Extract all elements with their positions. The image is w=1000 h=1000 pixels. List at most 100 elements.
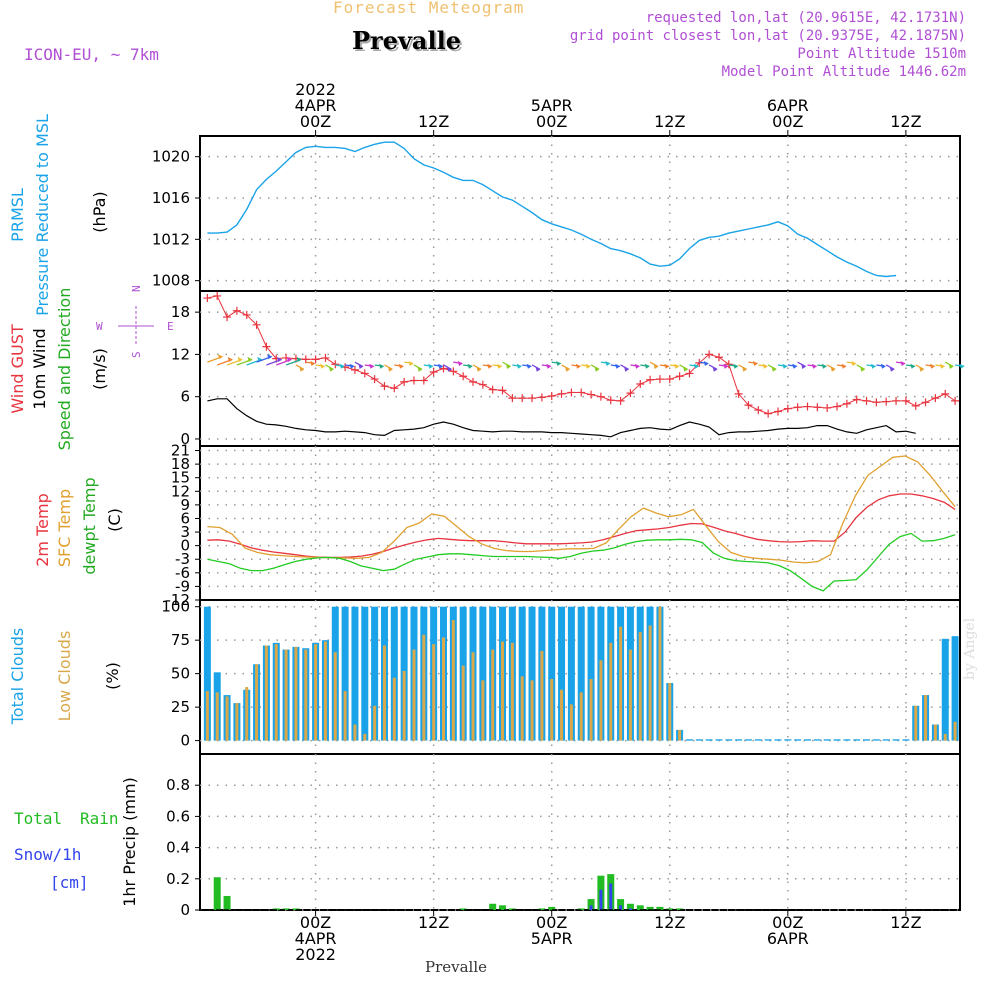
wind-gust-marker bbox=[262, 342, 271, 351]
wind-direction-arrowhead bbox=[526, 363, 532, 369]
wind-direction-arrowhead bbox=[369, 363, 375, 369]
rain-label: Rain bbox=[80, 809, 119, 828]
rain-bar bbox=[548, 906, 556, 910]
wind-direction-arrowhead bbox=[310, 360, 316, 366]
y-tick-label-precip: 0.6 bbox=[166, 807, 190, 825]
wind-direction-arrowhead bbox=[286, 356, 292, 362]
wind-direction-arrowhead bbox=[930, 363, 936, 369]
low-cloud-bar bbox=[569, 704, 573, 741]
wind-direction-arrowhead bbox=[674, 363, 680, 369]
wind-gust-marker bbox=[783, 404, 792, 413]
low-cloud-bar bbox=[520, 676, 524, 741]
top-time-label: 00Z bbox=[772, 112, 803, 131]
compass-west-label: W bbox=[96, 320, 103, 333]
dewpt-line bbox=[207, 532, 956, 592]
y-tick-label-temperature: -6 bbox=[175, 564, 190, 582]
total-cloud-bar bbox=[361, 606, 369, 741]
forecast-meteogram-title: Forecast Meteogram bbox=[333, 0, 525, 17]
total-cloud-bar bbox=[548, 606, 556, 741]
wind-direction-arrowhead bbox=[476, 366, 482, 372]
bottom-time-label: 12Z bbox=[890, 913, 921, 932]
wind-direction-arrowhead bbox=[446, 366, 452, 372]
wind-direction-arrowhead bbox=[742, 366, 748, 372]
wind-gust-marker bbox=[429, 368, 438, 377]
bottom-time-label: 00Z bbox=[772, 913, 803, 932]
wind-gust-marker bbox=[439, 364, 448, 373]
wind-direction-arrowhead bbox=[821, 363, 827, 369]
panel-frame-wind bbox=[199, 290, 961, 447]
wind-gust-marker bbox=[675, 372, 684, 381]
wind-direction-arrowhead bbox=[634, 363, 640, 369]
bottom-time-label: 12Z bbox=[418, 913, 449, 932]
total-cloud-bar bbox=[685, 739, 693, 741]
wind-direction-arrowhead bbox=[870, 363, 877, 369]
wind-gust-marker bbox=[488, 385, 497, 394]
wind-direction-arrowhead bbox=[276, 356, 283, 362]
wind-gust-marker bbox=[370, 375, 379, 384]
wind-gust-marker bbox=[518, 394, 527, 403]
low-cloud-bar bbox=[658, 606, 662, 741]
bottom-time-label: 4APR bbox=[295, 929, 337, 948]
wind-gust-marker bbox=[636, 380, 645, 388]
wind-gust-marker bbox=[833, 402, 842, 411]
wind-direction-arrowhead bbox=[328, 366, 334, 372]
low-cloud-bar bbox=[274, 644, 278, 741]
wind-gust-marker bbox=[764, 409, 773, 418]
low-cloud-bar bbox=[264, 645, 268, 741]
y-tick-label-clouds: 25 bbox=[171, 698, 190, 716]
dewpt-label: dewpt Temp bbox=[80, 477, 99, 574]
low-cloud-bar bbox=[678, 729, 682, 741]
top-time-label: 12Z bbox=[890, 112, 921, 131]
bottom-time-label: 12Z bbox=[654, 913, 685, 932]
t2m-label: 2m Temp bbox=[33, 493, 52, 567]
low-cloud-bar bbox=[609, 642, 613, 741]
top-time-label: 5APR bbox=[531, 96, 573, 115]
wind-gust-marker bbox=[882, 397, 891, 406]
low-cloud-bar bbox=[619, 626, 623, 741]
wind-gust-marker bbox=[331, 360, 340, 369]
y-tick-label-temperature: -9 bbox=[175, 577, 190, 595]
wind-direction-arrowhead bbox=[782, 363, 788, 369]
wind-direction-arrowhead bbox=[296, 356, 302, 362]
ten-m-wind-label: 10m Wind bbox=[30, 328, 49, 409]
low-cloud-bar bbox=[451, 620, 455, 741]
y-tick-label-precip: 0 bbox=[180, 901, 190, 919]
wind-direction-arrowhead bbox=[939, 363, 945, 369]
total-cloud-bar bbox=[794, 739, 802, 741]
wind-gust-marker bbox=[724, 360, 733, 369]
wind-gust-marker bbox=[459, 372, 468, 381]
rain-bar bbox=[499, 905, 507, 910]
wind-unit-label: (m/s) bbox=[90, 348, 109, 390]
wind-gust-marker bbox=[223, 313, 232, 322]
footer-location: Prevalle bbox=[425, 958, 488, 976]
panel-frame-pressure bbox=[199, 135, 961, 292]
total-cloud-bar bbox=[695, 739, 703, 741]
y-tick-label-temperature: -12 bbox=[166, 591, 191, 609]
y-tick-label-pressure: 1016 bbox=[152, 189, 190, 207]
wind-direction-arrowhead bbox=[217, 354, 224, 360]
wind-direction-arrowhead bbox=[497, 363, 503, 369]
low-cloud-bar bbox=[648, 625, 652, 741]
y-tick-label-temperature: 9 bbox=[180, 496, 190, 514]
rain-bar bbox=[489, 903, 497, 910]
top-time-label: 2022 bbox=[295, 80, 336, 99]
wind-direction-arrowhead bbox=[505, 363, 512, 369]
wind-gust-marker bbox=[793, 403, 802, 412]
low-cloud-bar bbox=[461, 665, 465, 741]
wind-direction-arrowhead bbox=[712, 366, 718, 372]
total-cloud-bar bbox=[882, 739, 890, 741]
wind-direction-arrowhead bbox=[959, 363, 965, 369]
snow-bar bbox=[628, 908, 632, 910]
grid-point-coordinates: grid point closest lon,lat (20.9375E, 42… bbox=[569, 28, 966, 44]
low-cloud-bar bbox=[589, 679, 593, 741]
low-cloud-bar bbox=[255, 664, 259, 741]
y-tick-label-precip: 0.8 bbox=[166, 776, 190, 794]
y-tick-label-wind: 6 bbox=[180, 388, 190, 406]
wind-direction-arrowhead bbox=[900, 360, 906, 366]
wind-direction-arrowhead bbox=[948, 363, 954, 369]
total-cloud-bar bbox=[528, 606, 536, 741]
wind-gust-marker bbox=[872, 398, 881, 407]
bottom-time-label: 2022 bbox=[295, 945, 336, 964]
wind-direction-arrowhead bbox=[752, 360, 758, 366]
total-cloud-bar bbox=[735, 739, 743, 741]
